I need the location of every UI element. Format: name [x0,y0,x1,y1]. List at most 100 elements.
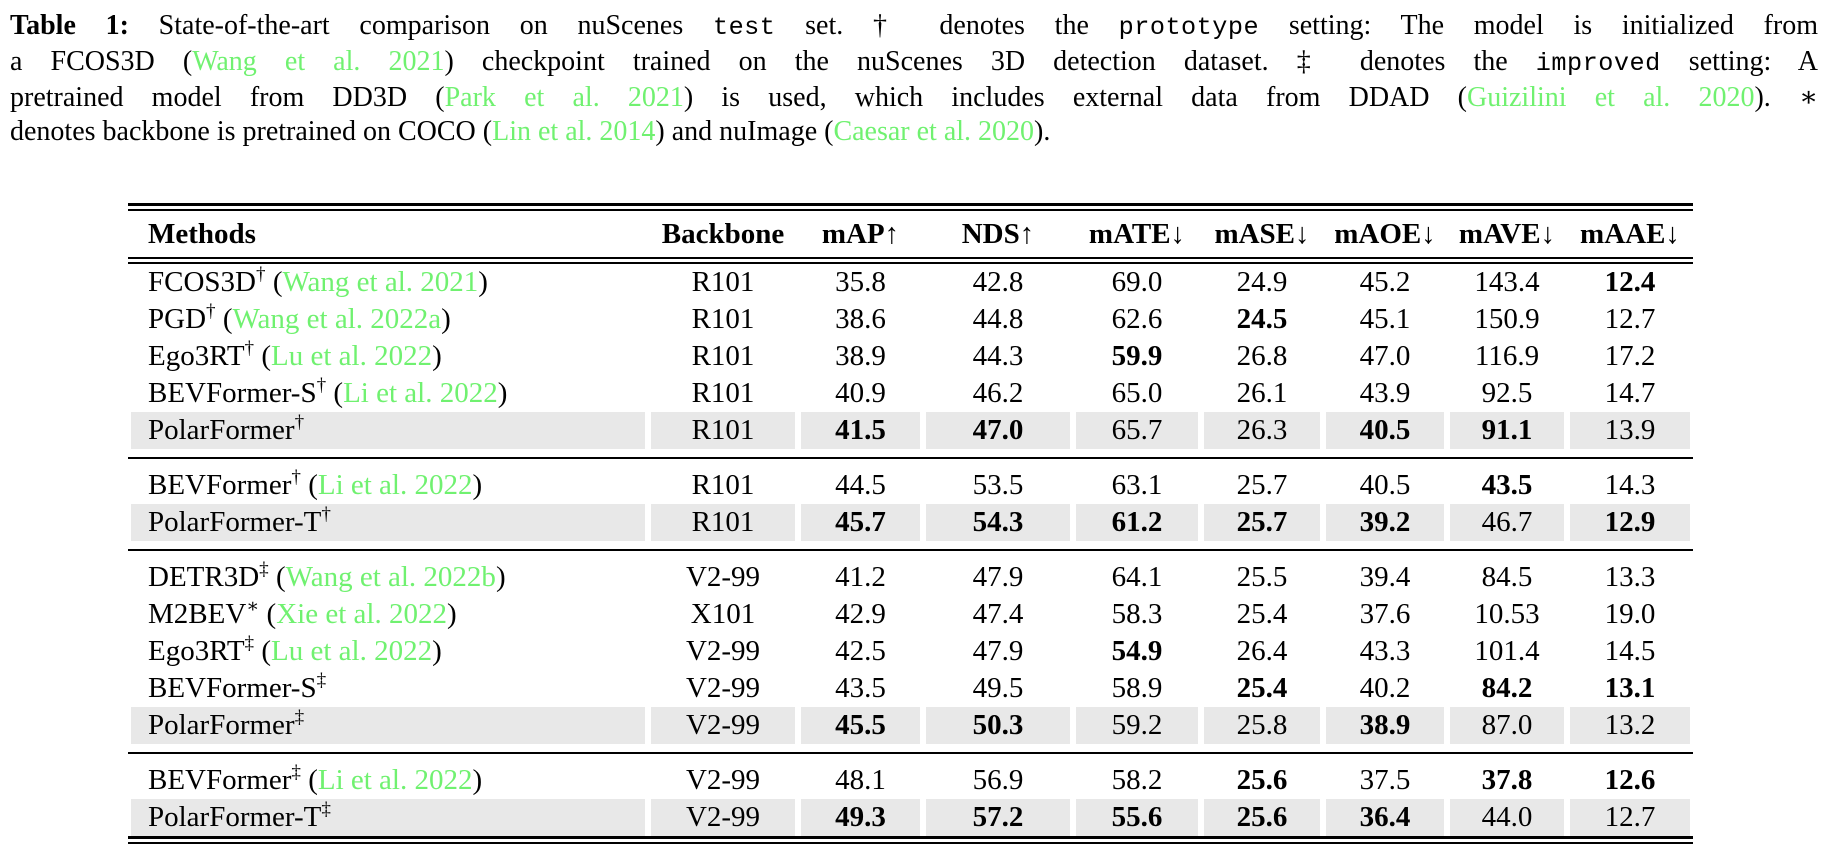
nds-value: 47.9 [972,635,1024,667]
method-cell: BEVFormer‡ (Li et al. 2022) [148,762,483,796]
map-value: 44.5 [835,469,886,501]
backbone-value: V2-99 [685,764,761,796]
method-cell: Ego3RT‡ (Lu et al. 2022) [148,633,442,667]
mave-value: 37.8 [1481,764,1533,796]
citation-link[interactable]: Guizilini et al. 2020 [1466,82,1755,113]
mase-value: 26.8 [1236,340,1288,372]
method-name: PolarFormer-T [148,506,322,538]
table-row: PolarFormer† R101 41.5 47.0 65.7 26.3 40.5 91.1… [128,412,1693,449]
mave-value: 84.2 [1481,672,1533,704]
citation-link[interactable]: Lu et al. 2022 [271,635,433,667]
mase-value: 25.5 [1236,561,1288,593]
method-name: PGD [148,303,207,335]
caption-text: setting: A [1660,46,1819,77]
citation-link[interactable]: Wang et al. 2021 [192,46,445,77]
mase-value: 25.4 [1236,598,1288,630]
method-name: Ego3RT [148,340,245,372]
mave-value: 101.4 [1474,635,1540,667]
maoe-value: 40.5 [1323,412,1447,449]
citation-link[interactable]: Caesar et al. 2020 [833,116,1035,147]
maae-value: 12.7 [1567,799,1693,836]
maoe-value: 40.2 [1359,672,1411,704]
mase-value: 25.4 [1236,672,1288,704]
maae-value: 13.2 [1567,707,1693,744]
maae-value: 17.2 [1604,340,1656,372]
caption-text: ). ∗ [1754,82,1819,113]
table-row: PolarFormer-T‡ V2-99 49.3 57.2 55.6 25.6 36.4 4… [128,799,1693,836]
map-value: 49.3 [798,799,923,836]
mate-value: 62.6 [1111,303,1163,335]
mate-value: 69.0 [1111,266,1163,298]
table-row: Ego3RT‡ (Lu et al. 2022) V2-99 42.5 47.9 54.… [128,633,1693,670]
method-name: BEVFormer [148,764,292,796]
method-name: DETR3D [148,561,260,593]
caption-text: prototype [1118,13,1260,42]
nds-value: 47.9 [972,561,1024,593]
header-bottom-rule [128,257,1693,264]
maae-value: 12.9 [1567,504,1693,541]
mase-value: 25.7 [1236,469,1288,501]
table-row: PGD† (Wang et al. 2022a) R101 38.6 44.8 62.6… [128,301,1693,338]
column-header: mASE↓ [1214,218,1310,250]
method-cell: FCOS3D† (Wang et al. 2021) [148,264,488,298]
mase-value: 24.5 [1236,303,1288,335]
citation-link[interactable]: Lin et al. 2014 [492,116,656,147]
maoe-value: 40.5 [1359,469,1411,501]
citation-link[interactable]: Wang et al. 2021 [282,266,479,298]
mase-value: 25.8 [1201,707,1323,744]
table-row: DETR3D‡ (Wang et al. 2022b) V2-99 41.2 47.9… [128,559,1693,596]
nds-value: 57.2 [923,799,1073,836]
mave-value: 44.0 [1447,799,1567,836]
citation-link[interactable]: Park et al. 2021 [444,82,684,113]
method-cell: M2BEV∗ (Xie et al. 2022) [148,596,457,630]
column-header: mAVE↓ [1458,218,1556,250]
maae-value: 12.7 [1604,303,1656,335]
method-name: M2BEV [148,598,247,630]
citation-link[interactable]: Wang et al. 2022a [232,303,442,335]
citation-link[interactable]: Li et al. 2022 [343,377,498,409]
mate-value: 58.9 [1111,672,1163,704]
table-row: PolarFormer-T† R101 45.7 54.3 61.2 25.7 39.2 46… [128,504,1693,541]
maae-value: 13.1 [1604,672,1656,704]
caption-text: improved [1535,49,1661,78]
mate-value: 58.2 [1111,764,1163,796]
citation-link[interactable]: Li et al. 2022 [317,764,473,796]
map-value: 45.5 [798,707,923,744]
map-value: 38.6 [835,303,886,335]
maoe-value: 37.6 [1359,598,1411,630]
mase-value: 25.6 [1201,799,1323,836]
backbone-value: R101 [691,340,755,372]
backbone-value: R101 [691,469,755,501]
caption-text: setting: The model is initialized from [1259,10,1818,41]
method-name: Ego3RT [148,635,245,667]
caption-text: Table 1: [10,10,129,41]
maae-value: 14.7 [1604,377,1656,409]
method-name: BEVFormer-S [148,377,317,409]
citation-link[interactable]: Li et al. 2022 [317,469,473,501]
mave-value: 92.5 [1481,377,1533,409]
maoe-value: 39.4 [1359,561,1411,593]
mate-value: 59.9 [1111,340,1163,372]
mate-value: 59.2 [1073,707,1201,744]
caption-text: ) and nuImage ( [655,116,834,147]
setting-marker: ‡ [316,670,327,692]
group-separator-rule [128,457,1693,459]
mave-value: 43.5 [1481,469,1533,501]
mate-value: 54.9 [1111,635,1163,667]
caption-text: a FCOS3D ( [10,46,193,77]
mate-value: 65.7 [1073,412,1201,449]
column-header: mAOE↓ [1334,218,1436,250]
citation-link[interactable]: Xie et al. 2022 [276,598,447,630]
nds-value: 44.8 [972,303,1024,335]
caption-text: set. † denotes the [775,10,1119,41]
backbone-value: V2-99 [648,707,798,744]
mase-value: 26.3 [1201,412,1323,449]
maae-value: 13.3 [1604,561,1656,593]
caption-line: denotes backbone is pretrained on COCO (… [10,115,1818,149]
group-separator-rule [128,752,1693,754]
citation-link[interactable]: Wang et al. 2022b [285,561,496,593]
map-value: 45.7 [798,504,923,541]
method-cell: PolarFormer‡ [128,707,648,744]
citation-link[interactable]: Lu et al. 2022 [271,340,433,372]
column-header: mAP↑ [821,218,900,250]
